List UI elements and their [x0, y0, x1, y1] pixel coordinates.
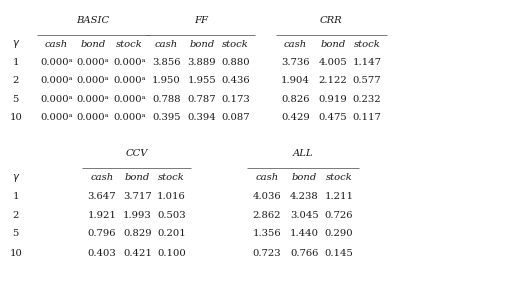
Text: 0.000ᵃ: 0.000ᵃ: [77, 95, 109, 104]
Text: $\gamma$: $\gamma$: [12, 172, 20, 184]
Text: 0.394: 0.394: [188, 113, 216, 122]
Text: 4.005: 4.005: [319, 57, 347, 67]
Text: ALL: ALL: [292, 148, 313, 158]
Text: 2.862: 2.862: [253, 210, 281, 220]
Text: 0.429: 0.429: [281, 113, 310, 122]
Text: 3.736: 3.736: [281, 57, 310, 67]
Text: 0.201: 0.201: [157, 229, 186, 239]
Text: bond: bond: [81, 40, 106, 49]
Text: 0.766: 0.766: [290, 249, 319, 258]
Text: stock: stock: [325, 173, 353, 182]
Text: 0.000ᵃ: 0.000ᵃ: [40, 57, 73, 67]
Text: 3.856: 3.856: [152, 57, 180, 67]
Text: 0.788: 0.788: [152, 95, 180, 104]
Text: FF: FF: [194, 15, 208, 25]
Text: 0.000ᵃ: 0.000ᵃ: [113, 113, 146, 122]
Text: 1.921: 1.921: [87, 210, 117, 220]
Text: stock: stock: [158, 173, 185, 182]
Text: 10: 10: [9, 113, 22, 122]
Text: 0.290: 0.290: [325, 229, 353, 239]
Text: 0.117: 0.117: [353, 113, 382, 122]
Text: 0.000ᵃ: 0.000ᵃ: [113, 76, 146, 85]
Text: 2: 2: [13, 210, 19, 220]
Text: 1.356: 1.356: [253, 229, 281, 239]
Text: 0.880: 0.880: [221, 57, 249, 67]
Text: 0.145: 0.145: [324, 249, 354, 258]
Text: bond: bond: [125, 173, 150, 182]
Text: 0.000ᵃ: 0.000ᵃ: [40, 113, 73, 122]
Text: 0.796: 0.796: [88, 229, 116, 239]
Text: 0.826: 0.826: [281, 95, 310, 104]
Text: 1.955: 1.955: [188, 76, 216, 85]
Text: 0.475: 0.475: [319, 113, 347, 122]
Text: 0.000ᵃ: 0.000ᵃ: [40, 95, 73, 104]
Text: 1: 1: [13, 57, 19, 67]
Text: 0.723: 0.723: [253, 249, 281, 258]
Text: 0.919: 0.919: [319, 95, 347, 104]
Text: 2: 2: [13, 76, 19, 85]
Text: CRR: CRR: [320, 15, 343, 25]
Text: 0.395: 0.395: [152, 113, 180, 122]
Text: 0.173: 0.173: [221, 95, 249, 104]
Text: 0.100: 0.100: [157, 249, 186, 258]
Text: 0.787: 0.787: [188, 95, 216, 104]
Text: 5: 5: [13, 229, 19, 239]
Text: 10: 10: [9, 249, 22, 258]
Text: 1.147: 1.147: [353, 57, 382, 67]
Text: 1.211: 1.211: [324, 192, 354, 201]
Text: stock: stock: [222, 40, 249, 49]
Text: 4.238: 4.238: [290, 192, 319, 201]
Text: cash: cash: [45, 40, 68, 49]
Text: 4.036: 4.036: [253, 192, 281, 201]
Text: CCV: CCV: [126, 148, 148, 158]
Text: 0.403: 0.403: [88, 249, 116, 258]
Text: 0.000ᵃ: 0.000ᵃ: [40, 76, 73, 85]
Text: 3.647: 3.647: [88, 192, 116, 201]
Text: $\gamma$: $\gamma$: [12, 38, 20, 50]
Text: BASIC: BASIC: [76, 15, 110, 25]
Text: 1.950: 1.950: [152, 76, 180, 85]
Text: 3.045: 3.045: [290, 210, 319, 220]
Text: 0.421: 0.421: [123, 249, 152, 258]
Text: 0.000ᵃ: 0.000ᵃ: [113, 57, 146, 67]
Text: stock: stock: [116, 40, 143, 49]
Text: 1.904: 1.904: [281, 76, 310, 85]
Text: 0.503: 0.503: [157, 210, 186, 220]
Text: 1.016: 1.016: [157, 192, 186, 201]
Text: 0.726: 0.726: [325, 210, 353, 220]
Text: cash: cash: [155, 40, 178, 49]
Text: 1.993: 1.993: [123, 210, 152, 220]
Text: cash: cash: [90, 173, 113, 182]
Text: 0.232: 0.232: [353, 95, 381, 104]
Text: bond: bond: [321, 40, 346, 49]
Text: 0.000ᵃ: 0.000ᵃ: [113, 95, 146, 104]
Text: bond: bond: [189, 40, 214, 49]
Text: 0.000ᵃ: 0.000ᵃ: [77, 113, 109, 122]
Text: 3.889: 3.889: [188, 57, 216, 67]
Text: 3.717: 3.717: [123, 192, 152, 201]
Text: 2.122: 2.122: [319, 76, 347, 85]
Text: cash: cash: [284, 40, 307, 49]
Text: 1: 1: [13, 192, 19, 201]
Text: 0.000ᵃ: 0.000ᵃ: [77, 57, 109, 67]
Text: 0.829: 0.829: [123, 229, 152, 239]
Text: bond: bond: [292, 173, 317, 182]
Text: 0.577: 0.577: [353, 76, 381, 85]
Text: 0.436: 0.436: [221, 76, 249, 85]
Text: 1.440: 1.440: [290, 229, 319, 239]
Text: stock: stock: [354, 40, 381, 49]
Text: 5: 5: [13, 95, 19, 104]
Text: cash: cash: [255, 173, 278, 182]
Text: 0.000ᵃ: 0.000ᵃ: [77, 76, 109, 85]
Text: 0.087: 0.087: [221, 113, 249, 122]
